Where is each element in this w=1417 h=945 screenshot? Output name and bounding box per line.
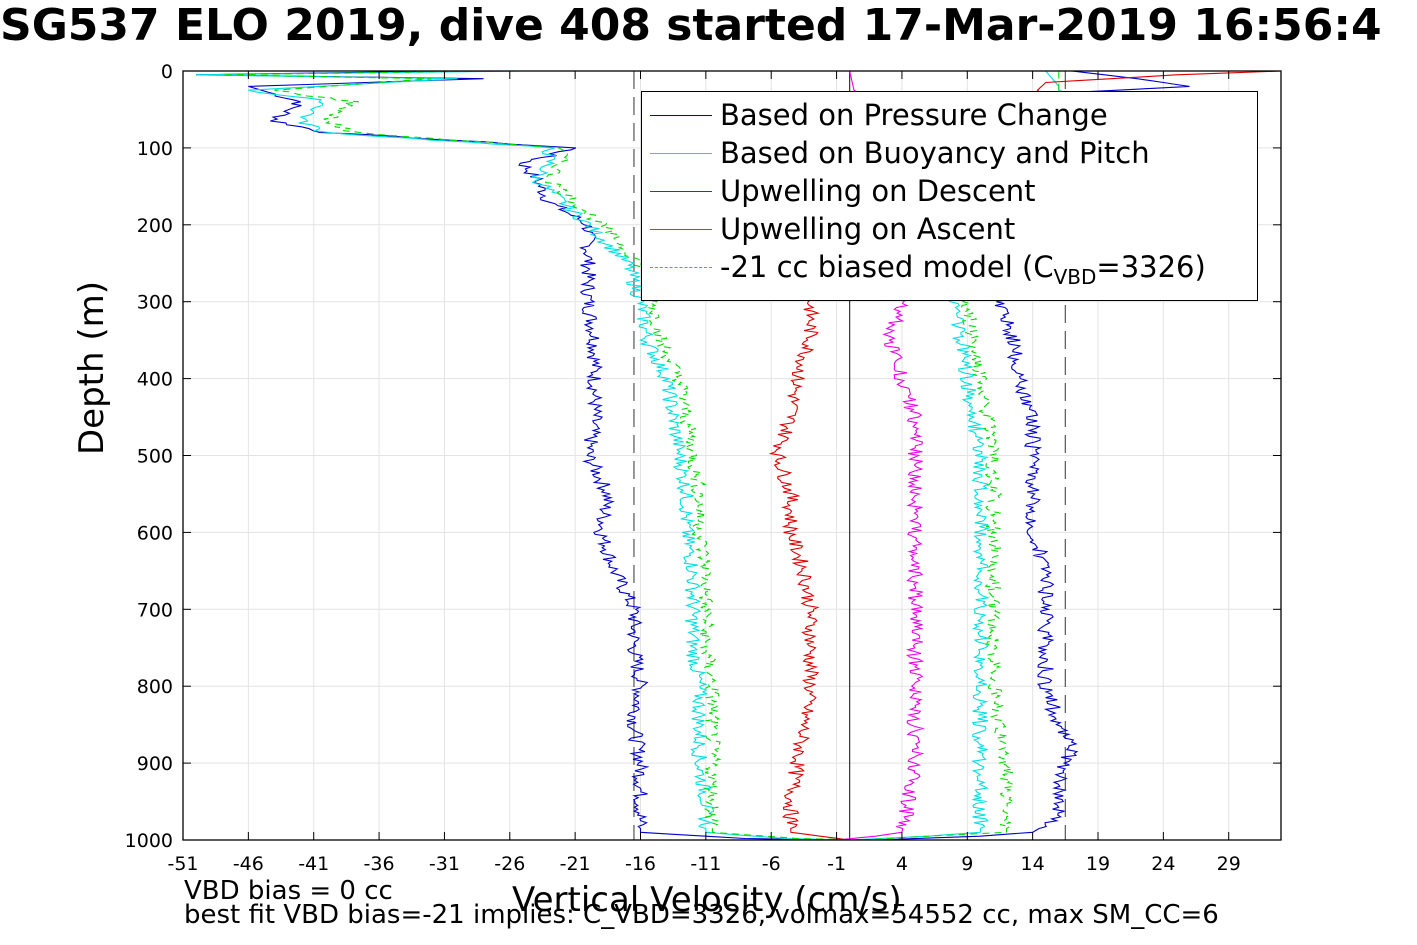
x-tick-label: 14 <box>1021 853 1045 875</box>
legend-entry-upwelling-ascent: Upwelling on Ascent <box>642 210 1257 248</box>
legend-label-biased-model-tail: =3326) <box>1096 250 1206 284</box>
x-tick-label: -31 <box>429 853 460 875</box>
legend-entry-pressure-change: Based on Pressure Change <box>642 96 1257 134</box>
series-4-descent-line <box>222 70 863 841</box>
vbd-bias-note: VBD bias = 0 cc <box>184 876 393 906</box>
x-tick-label: -1 <box>827 853 846 875</box>
legend-label-biased-model-sub: VBD <box>1053 264 1097 289</box>
y-tick-label: 400 <box>137 369 173 391</box>
legend-label-buoyancy-pitch: Based on Buoyancy and Pitch <box>720 136 1150 170</box>
y-tick-label: 200 <box>137 215 173 237</box>
legend-swatch-biased-model <box>650 267 712 268</box>
x-tick-label: -21 <box>560 853 591 875</box>
y-ticks: 0 100 200 300 400 500 600 700 800 900 1000 <box>125 61 1281 852</box>
legend-swatch-upwelling-ascent <box>650 229 712 230</box>
y-tick-label: 1000 <box>125 830 173 852</box>
series-1-descent-line <box>196 70 850 841</box>
legend-swatch-upwelling-descent <box>650 191 712 192</box>
x-tick-label: 4 <box>896 853 908 875</box>
x-tick-label: -11 <box>690 853 721 875</box>
x-axis-label: Vertical Velocity (cm/s) <box>512 880 902 920</box>
legend: Based on Pressure Change Based on Buoyan… <box>641 91 1258 301</box>
series-0-descent-line <box>196 70 824 841</box>
x-tick-label: 24 <box>1151 853 1175 875</box>
legend-label-biased-model-main: -21 cc biased model (C <box>720 250 1054 284</box>
y-tick-label: 100 <box>137 138 173 160</box>
legend-label-pressure-change: Based on Pressure Change <box>720 98 1108 132</box>
x-tick-label: -51 <box>167 853 198 875</box>
x-tick-label: 9 <box>961 853 973 875</box>
y-tick-label: 600 <box>137 522 173 544</box>
x-tick-label: -16 <box>625 853 656 875</box>
legend-label-upwelling-descent: Upwelling on Descent <box>720 174 1036 208</box>
x-tick-label: -36 <box>364 853 395 875</box>
best-fit-note: best fit VBD bias=-21 implies: C_VBD=332… <box>184 900 1219 930</box>
y-tick-label: 500 <box>137 446 173 468</box>
y-tick-label: 800 <box>137 676 173 698</box>
y-tick-label: 700 <box>137 599 173 621</box>
x-tick-label: -46 <box>233 853 264 875</box>
y-tick-label: 900 <box>137 753 173 775</box>
legend-entry-biased-model: -21 cc biased model (CVBD=3326) <box>642 248 1257 289</box>
legend-label-upwelling-ascent: Upwelling on Ascent <box>720 212 1016 246</box>
x-tick-label: -26 <box>494 853 525 875</box>
x-ticks: -51 -46 -41 -36 -31 -26 -21 -16 -11 -6 -1 4 9 14 19 24 2… <box>167 71 1241 875</box>
legend-swatch-buoyancy-pitch <box>650 153 712 154</box>
x-tick-label: 29 <box>1217 853 1241 875</box>
x-tick-label: 19 <box>1086 853 1110 875</box>
y-tick-label: 0 <box>161 61 173 83</box>
x-tick-label: -41 <box>298 853 329 875</box>
legend-entry-upwelling-descent: Upwelling on Descent <box>642 172 1257 210</box>
y-axis-label: Depth (m) <box>72 280 112 455</box>
x-tick-label: -6 <box>762 853 781 875</box>
legend-swatch-pressure-change <box>650 115 712 116</box>
legend-label-biased-model: -21 cc biased model (CVBD=3326) <box>720 250 1206 289</box>
chart-title: SG537 ELO 2019, dive 408 started 17-Mar-… <box>0 0 1382 51</box>
legend-entry-buoyancy-pitch: Based on Buoyancy and Pitch <box>642 134 1257 172</box>
y-tick-label: 300 <box>137 292 173 314</box>
